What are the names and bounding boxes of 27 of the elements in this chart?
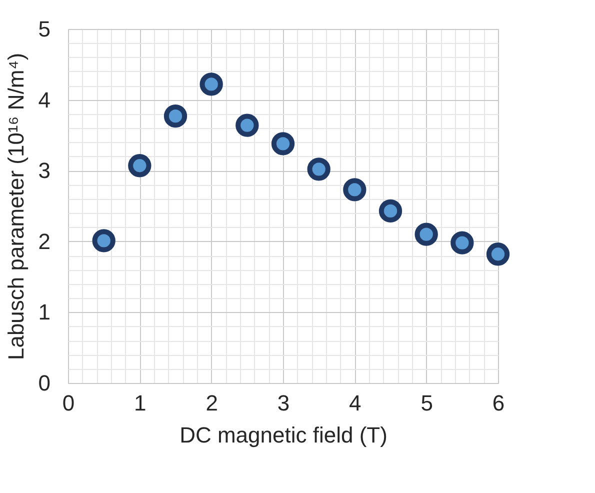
point — [486, 242, 510, 266]
x-tick-label: 0 — [62, 390, 75, 416]
point — [200, 72, 223, 96]
y-tick-label: 2 — [38, 228, 50, 254]
x-tick-label: 3 — [277, 390, 290, 416]
point — [271, 132, 295, 156]
x-tick-label: 5 — [420, 390, 433, 416]
point — [128, 154, 152, 178]
x-tick-label: 2 — [206, 390, 218, 416]
x-tick-label: 6 — [492, 390, 505, 416]
point — [92, 229, 116, 252]
point — [414, 222, 438, 246]
point — [450, 231, 474, 254]
point — [236, 114, 259, 137]
x-axis-title: DC magnetic field (T) — [180, 422, 388, 448]
y-tick-label: 0 — [38, 370, 50, 396]
y-tick-label: 3 — [38, 158, 50, 184]
x-tick-label: 1 — [134, 390, 146, 416]
point — [343, 178, 366, 202]
y-tick-label: 5 — [38, 16, 50, 42]
y-tick-label: 1 — [38, 300, 50, 325]
point — [164, 104, 188, 128]
point — [378, 199, 402, 223]
x-tick-label: 4 — [349, 390, 362, 416]
y-axis-title: Labusch parameter (10¹⁶ N/m⁴) — [4, 52, 28, 360]
point — [307, 158, 330, 181]
y-tick-label: 4 — [38, 87, 50, 112]
